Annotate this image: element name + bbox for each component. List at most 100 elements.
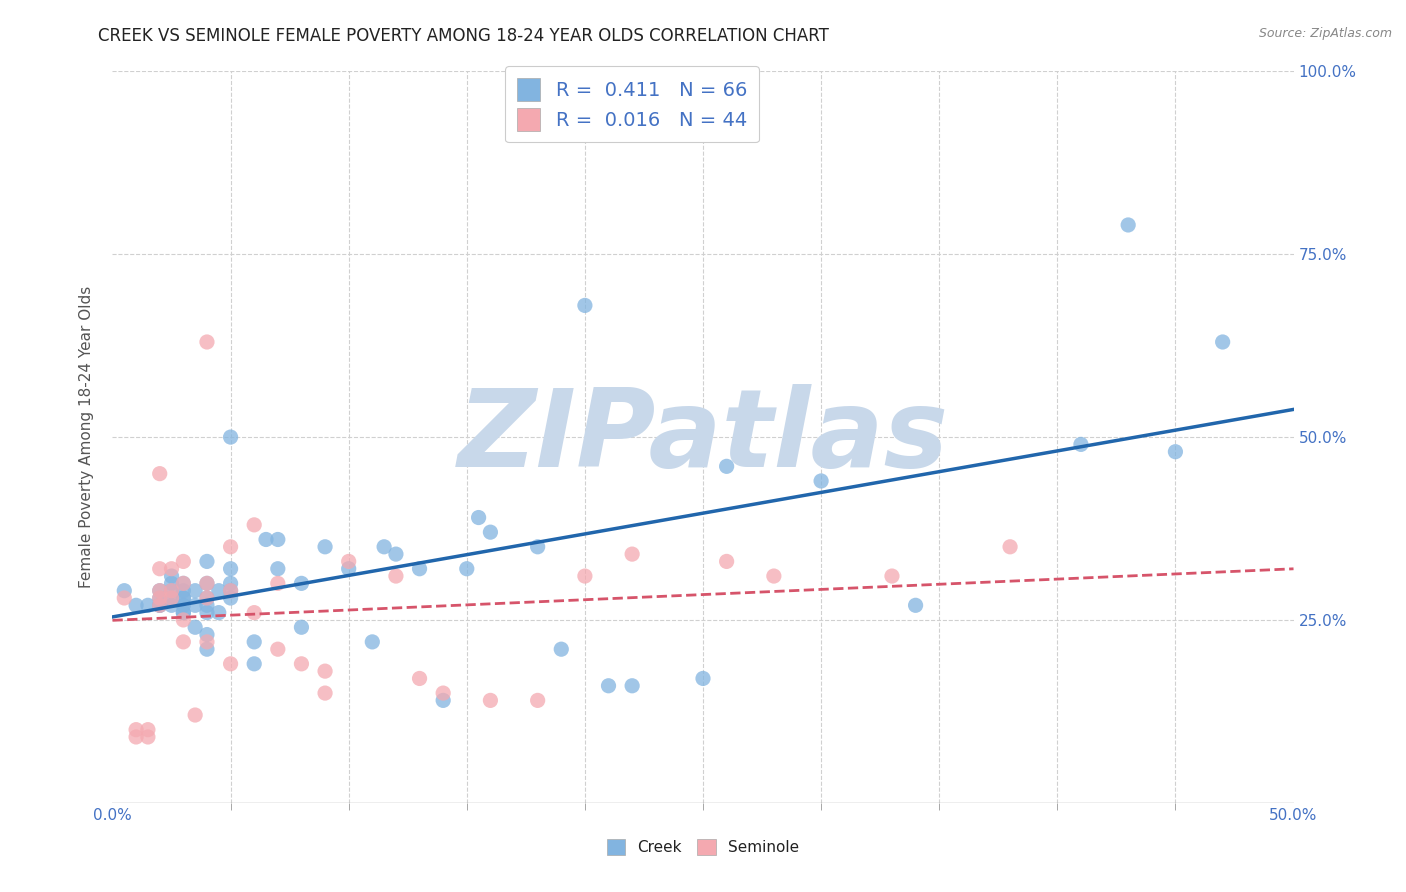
Point (195, 591, 218, 605)
Point (337, 554, 360, 568)
Point (172, 591, 194, 605)
Point (184, 620, 207, 634)
Point (195, 627, 218, 641)
Point (208, 606, 231, 620)
Point (172, 591, 194, 605)
Point (219, 562, 242, 576)
Point (195, 591, 218, 605)
Point (195, 635, 218, 649)
Point (195, 642, 218, 657)
Point (195, 576, 218, 591)
Point (432, 693, 454, 707)
Point (125, 599, 148, 613)
Point (361, 635, 384, 649)
Point (184, 583, 207, 598)
Point (172, 606, 194, 620)
Point (219, 540, 242, 554)
Point (1116, 218, 1139, 232)
Point (195, 576, 218, 591)
Point (136, 730, 159, 744)
Point (112, 591, 135, 605)
Point (125, 730, 148, 744)
Point (208, 583, 231, 598)
Point (314, 664, 336, 678)
Point (136, 723, 159, 737)
Point (160, 599, 183, 613)
Point (243, 606, 266, 620)
Point (1164, 444, 1187, 458)
Point (385, 547, 408, 561)
Point (219, 583, 242, 598)
Point (160, 591, 183, 605)
Point (149, 591, 172, 605)
Point (160, 576, 183, 591)
Point (290, 657, 312, 671)
Legend: Creek, Seminole: Creek, Seminole (600, 833, 806, 861)
Point (267, 642, 290, 657)
Point (1070, 437, 1092, 451)
Point (243, 657, 266, 671)
Point (526, 540, 548, 554)
Point (149, 467, 172, 481)
Point (574, 298, 596, 312)
Point (1212, 334, 1234, 349)
Point (267, 533, 290, 547)
Point (149, 583, 172, 598)
Point (172, 613, 194, 627)
Point (526, 693, 548, 707)
Point (172, 606, 194, 620)
Point (290, 620, 312, 634)
Point (456, 562, 478, 576)
Point (172, 576, 194, 591)
Point (195, 554, 218, 568)
Point (550, 642, 572, 657)
Point (337, 562, 360, 576)
Point (574, 569, 596, 583)
Point (149, 599, 172, 613)
Point (621, 547, 644, 561)
Point (432, 686, 454, 700)
Point (243, 517, 266, 532)
Point (149, 599, 172, 613)
Point (219, 657, 242, 671)
Point (172, 635, 194, 649)
Point (160, 562, 183, 576)
Y-axis label: Female Poverty Among 18-24 Year Olds: Female Poverty Among 18-24 Year Olds (79, 286, 94, 588)
Point (184, 599, 207, 613)
Point (267, 562, 290, 576)
Point (149, 583, 172, 598)
Point (160, 591, 183, 605)
Text: CREEK VS SEMINOLE FEMALE POVERTY AMONG 18-24 YEAR OLDS CORRELATION CHART: CREEK VS SEMINOLE FEMALE POVERTY AMONG 1… (98, 27, 830, 45)
Point (314, 686, 336, 700)
Point (172, 583, 194, 598)
Point (172, 554, 194, 568)
Point (762, 569, 785, 583)
Point (149, 591, 172, 605)
Point (219, 576, 242, 591)
Point (621, 679, 644, 693)
Point (254, 533, 277, 547)
Point (598, 679, 620, 693)
Point (195, 599, 218, 613)
Point (479, 693, 502, 707)
Point (314, 540, 336, 554)
Point (149, 562, 172, 576)
Point (160, 583, 183, 598)
Point (243, 635, 266, 649)
Point (385, 569, 408, 583)
Point (810, 474, 832, 488)
Point (479, 525, 502, 540)
Point (219, 591, 242, 605)
Point (408, 562, 430, 576)
Point (998, 540, 1021, 554)
Point (467, 510, 489, 524)
Point (172, 599, 194, 613)
Point (160, 583, 183, 598)
Point (195, 606, 218, 620)
Point (373, 540, 395, 554)
Point (195, 334, 218, 349)
Text: Source: ZipAtlas.com: Source: ZipAtlas.com (1258, 27, 1392, 40)
Point (904, 599, 927, 613)
Point (149, 599, 172, 613)
Point (219, 430, 242, 444)
